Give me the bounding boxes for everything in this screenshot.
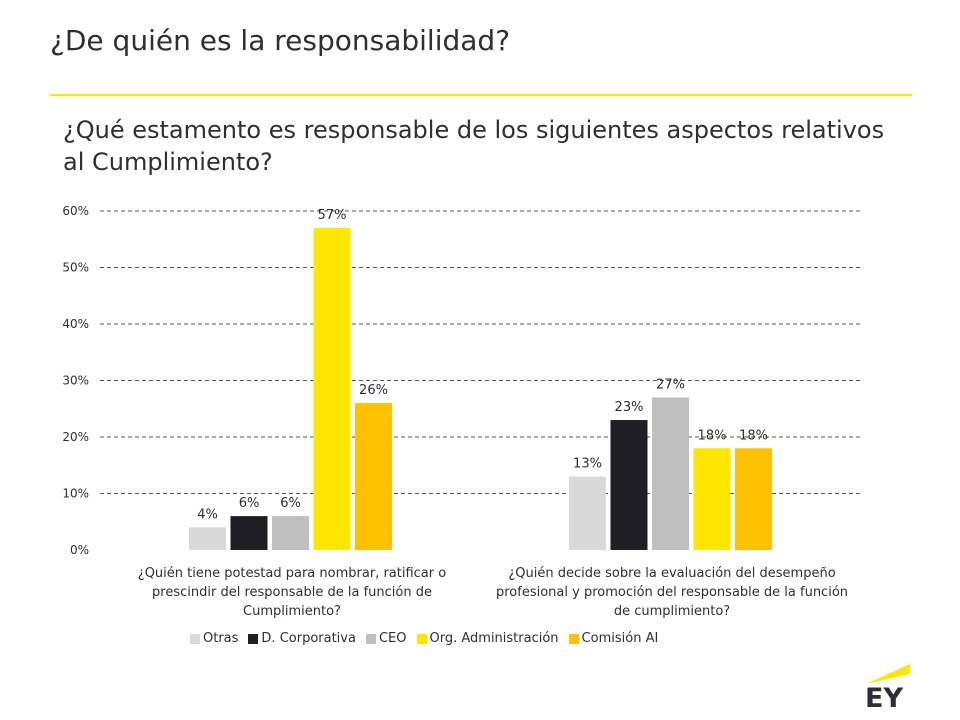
title-divider — [50, 94, 912, 96]
data-label-group2-series4: 18% — [698, 428, 727, 443]
legend-label-ceo: CEO — [378, 631, 407, 646]
bar-group2-series5 — [735, 448, 772, 550]
ey-logo: EY — [865, 664, 910, 710]
ey-logo-text: EY — [865, 683, 903, 710]
data-label-group1-series4: 57% — [318, 208, 347, 223]
bar-group2-series1 — [569, 476, 606, 550]
y-tick-label-30: 30% — [62, 374, 89, 388]
data-label-group1-series5: 26% — [359, 383, 388, 398]
bar-group2-series3 — [652, 397, 689, 550]
legend-label-org-administracion: Org. Administración — [429, 631, 559, 646]
legend-swatch-comision-ai — [568, 633, 579, 644]
data-label-group2-series1: 13% — [573, 457, 602, 472]
chart-legend: Otras D. Corporativa CEO Org. Administra… — [190, 631, 658, 646]
y-tick-label-20: 20% — [62, 430, 89, 444]
legend-item-otras: Otras — [190, 631, 238, 646]
bar-group1-series2 — [230, 516, 268, 550]
data-label-group2-series2: 23% — [615, 400, 644, 415]
y-tick-label-0: 0% — [70, 543, 89, 557]
bar-group2-series4 — [693, 448, 731, 550]
y-tick-label-40: 40% — [62, 317, 89, 331]
data-label-group1-series2: 6% — [239, 496, 260, 511]
bar-group1-series4 — [313, 227, 351, 550]
data-label-group1-series3: 6% — [280, 496, 301, 511]
legend-item-d-corporativa: D. Corporativa — [248, 631, 356, 646]
data-label-group2-series5: 18% — [739, 428, 768, 443]
legend-label-d-corporativa: D. Corporativa — [261, 631, 356, 646]
legend-swatch-d-corporativa — [248, 633, 259, 644]
bar-group1-series3 — [272, 516, 309, 550]
category-label-1: ¿Quién tiene potestad para nombrar, rati… — [137, 566, 447, 619]
legend-label-comision-ai: Comisión AI — [581, 631, 659, 646]
ey-logo-beam — [866, 664, 910, 684]
legend-item-org-administracion: Org. Administración — [416, 631, 559, 646]
legend-item-ceo: CEO — [365, 631, 407, 646]
data-label-group1-series1: 4% — [197, 507, 218, 522]
bar-group1-series1 — [189, 527, 226, 550]
chart-subtitle: ¿Qué estamento es responsable de los sig… — [63, 116, 885, 176]
slide-title: ¿De quién es la responsabilidad? — [50, 24, 511, 57]
legend-swatch-org-administracion — [416, 633, 427, 644]
y-tick-label-50: 50% — [62, 261, 89, 275]
y-tick-label-10: 10% — [62, 487, 89, 501]
category-label-2: ¿Quién decide sobre la evaluación del de… — [495, 566, 849, 619]
y-tick-label-60: 60% — [62, 204, 89, 218]
bar-group1-series5 — [355, 403, 392, 550]
data-label-group2-series3: 27% — [656, 377, 685, 392]
legend-item-comision-ai: Comisión AI — [568, 631, 659, 646]
legend-swatch-otras — [190, 633, 200, 644]
legend-label-otras: Otras — [203, 631, 239, 646]
bar-group2-series2 — [610, 420, 648, 550]
legend-swatch-ceo — [365, 633, 376, 644]
